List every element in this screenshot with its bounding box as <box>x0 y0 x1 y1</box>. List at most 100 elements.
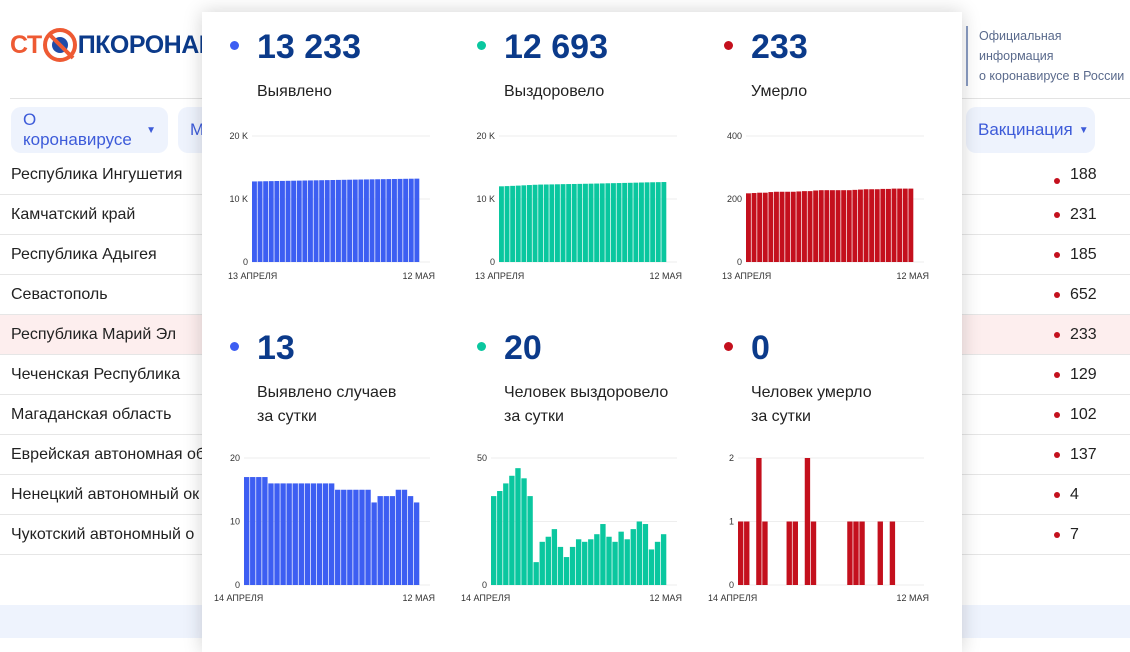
y-tick-label: 0 <box>243 257 248 267</box>
official-info: Официальная информация о коронавирусе в … <box>966 26 1130 86</box>
bar <box>757 192 763 262</box>
bar <box>533 562 539 585</box>
bar <box>648 549 655 585</box>
bar <box>413 502 420 585</box>
bar <box>298 483 304 585</box>
region-name: Республика Адыгея <box>11 245 157 263</box>
bar <box>762 192 768 262</box>
bar <box>274 483 280 585</box>
nav-label: Вакцинация <box>978 120 1073 139</box>
stat-label: Выявлено случаев за сутки <box>257 381 477 429</box>
bar <box>891 188 897 262</box>
bar <box>830 190 835 262</box>
region-name: Ненецкий автономный ок <box>11 485 200 503</box>
deaths-dot-icon <box>1054 531 1060 538</box>
x-label-end: 12 МАЯ <box>402 271 435 281</box>
bar <box>308 180 313 262</box>
deaths-value: 652 <box>1070 285 1097 303</box>
bar <box>630 529 636 585</box>
bar <box>841 190 847 262</box>
bar <box>408 178 414 262</box>
deaths-dot-icon <box>1054 251 1060 258</box>
bar <box>414 178 420 262</box>
bar <box>359 489 365 585</box>
x-label-start: 14 АПРЕЛЯ <box>214 593 263 603</box>
y-tick-label: 200 <box>727 194 742 204</box>
bar <box>543 184 549 262</box>
bar <box>532 184 538 262</box>
bar <box>886 188 891 262</box>
bar <box>622 182 628 262</box>
bar <box>392 178 397 262</box>
stat-label-line1: Выявлено случаев <box>257 384 397 401</box>
stat-value: 12 693 <box>504 28 608 66</box>
bar <box>813 190 819 262</box>
bar <box>594 534 600 585</box>
deaths-value: 7 <box>1070 525 1079 543</box>
deaths-value: 4 <box>1070 485 1079 503</box>
bar <box>796 191 802 262</box>
x-label-end: 12 МАЯ <box>896 593 929 603</box>
bar <box>612 541 618 585</box>
y-tick-label: 10 K <box>229 194 248 204</box>
bar <box>751 193 757 262</box>
bar <box>296 180 302 262</box>
bar <box>322 483 329 585</box>
stat-label-line2: за сутки <box>751 408 811 425</box>
stat-value: 20 <box>504 329 542 367</box>
y-tick-label: 20 K <box>229 131 248 141</box>
bar <box>624 539 630 585</box>
stat-label-line1: Выявлено <box>257 83 332 100</box>
deaths-dot-icon <box>1054 178 1060 184</box>
bar <box>627 182 633 262</box>
bar <box>262 477 268 585</box>
bar <box>257 181 263 262</box>
nav-vaccination[interactable]: Вакцинация ▼ <box>966 107 1095 153</box>
bar <box>497 491 503 585</box>
bar <box>256 477 262 585</box>
bar <box>786 521 792 585</box>
bar <box>353 489 359 585</box>
bar <box>352 179 358 262</box>
bar <box>660 534 667 585</box>
bar <box>600 524 606 585</box>
bullet-icon <box>230 342 239 351</box>
region-name: Чукотский автономный о <box>11 525 195 543</box>
bar <box>790 191 796 262</box>
stat-value: 13 233 <box>257 28 361 66</box>
logo[interactable]: СТ ПКОРОНАВИ <box>10 28 234 62</box>
deaths-value: 233 <box>1070 325 1097 343</box>
bar <box>846 190 852 262</box>
bar <box>369 179 375 262</box>
bar <box>403 178 409 262</box>
bar <box>539 541 545 585</box>
bar <box>847 521 853 585</box>
stat-label-line1: Человек умерло <box>751 384 872 401</box>
bar <box>874 189 880 262</box>
bar <box>515 468 521 585</box>
bar <box>386 179 392 262</box>
bar <box>280 483 286 585</box>
y-tick-label: 2 <box>729 453 734 463</box>
bar <box>636 521 643 585</box>
bar <box>738 521 744 585</box>
y-tick-label: 10 <box>230 517 240 527</box>
bullet-icon <box>724 41 733 50</box>
bar <box>824 190 830 262</box>
deaths-value: 231 <box>1070 205 1097 223</box>
bar <box>280 180 285 262</box>
bar <box>527 185 532 262</box>
bar <box>618 531 624 585</box>
nav-about-coronavirus[interactable]: О коронавирусе ▼ <box>11 107 168 153</box>
bar <box>650 182 656 262</box>
stat-label-line2: за сутки <box>504 408 564 425</box>
stat-label: Умерло <box>751 80 971 104</box>
caret-down-icon: ▼ <box>146 124 156 136</box>
virus-stop-icon <box>42 28 77 62</box>
bar <box>252 181 257 262</box>
bar <box>810 521 817 585</box>
bar <box>594 183 600 262</box>
region-name: Республика Ингушетия <box>11 166 183 183</box>
stat-label-line1: Человек выздоровело <box>504 384 669 401</box>
bar <box>889 521 896 585</box>
